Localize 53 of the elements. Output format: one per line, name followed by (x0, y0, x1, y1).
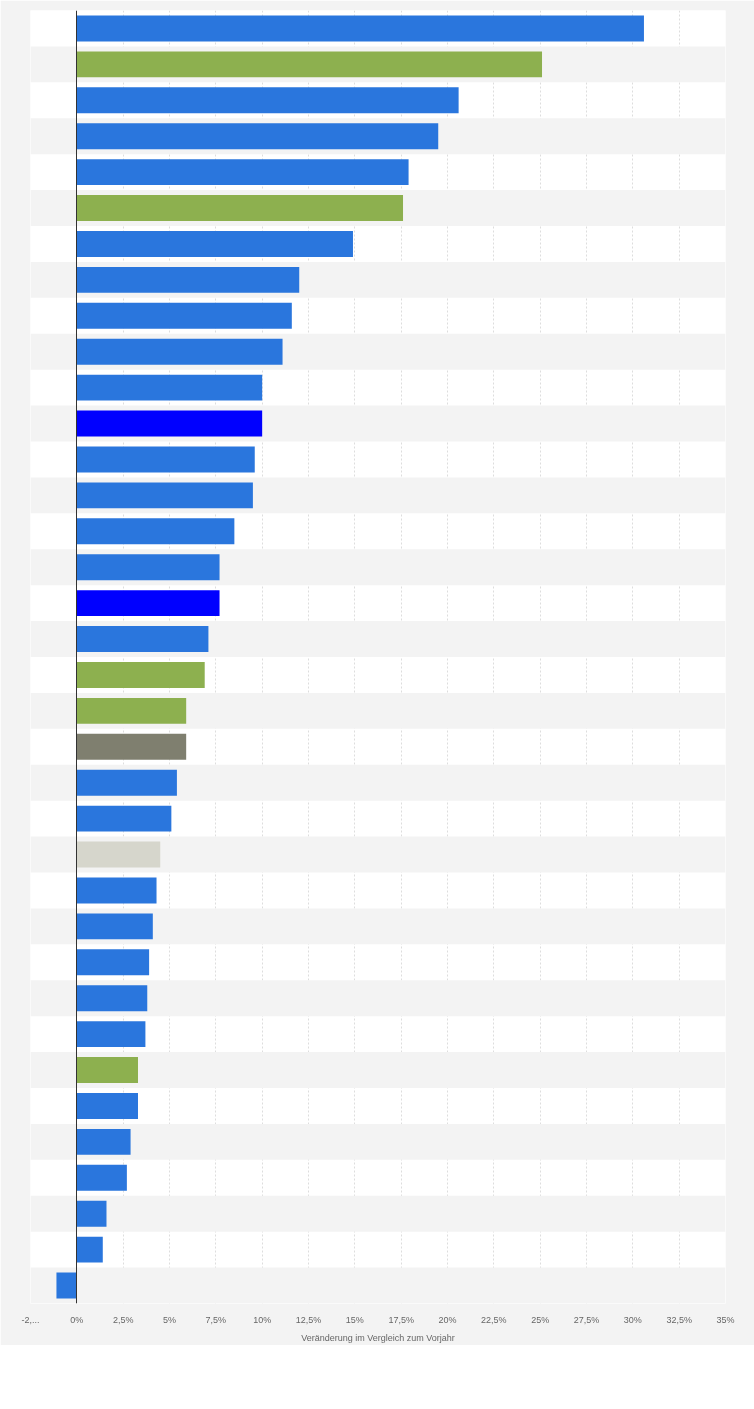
x-tick-label: 0% (70, 1314, 84, 1325)
bar (76, 195, 404, 221)
bar (76, 410, 263, 437)
bar (76, 1021, 146, 1048)
x-tick-label: 7,5% (205, 1314, 227, 1325)
bar (76, 733, 187, 760)
bar (76, 841, 161, 868)
bar (56, 1272, 77, 1299)
bar (76, 1128, 131, 1155)
bar (76, 302, 292, 329)
bar (76, 231, 353, 257)
bar (76, 87, 459, 114)
x-tick-label: 22,5% (481, 1314, 507, 1325)
bar (76, 338, 283, 365)
x-tick-label: 30% (623, 1314, 642, 1325)
x-tick-label: 32,5% (666, 1314, 692, 1325)
x-tick-label: 35% (716, 1314, 735, 1325)
x-tick-label: 27,5% (573, 1314, 600, 1325)
x-axis-title: Veränderung im Vergleich zum Vorjahr (301, 1332, 455, 1343)
bar (76, 123, 439, 150)
bar (76, 518, 235, 545)
bar (76, 1200, 107, 1227)
bar (76, 374, 263, 401)
x-tick-label: 5% (163, 1314, 177, 1325)
bar (76, 769, 177, 796)
bar (76, 913, 153, 940)
bar (76, 1164, 127, 1191)
x-tick-label: -2,... (21, 1314, 40, 1325)
x-tick-label: 2,5% (112, 1314, 134, 1325)
x-tick-label: 17,5% (388, 1314, 414, 1325)
bar (76, 266, 300, 293)
bar (76, 446, 255, 473)
bar (76, 626, 209, 652)
bar (76, 1057, 138, 1083)
bar (76, 51, 543, 78)
x-tick-label: 12,5% (295, 1314, 322, 1325)
x-tick-label: 20% (438, 1314, 457, 1325)
bar (76, 1236, 103, 1263)
bar (76, 482, 253, 509)
bar (76, 697, 187, 724)
bar (76, 1093, 138, 1119)
bar (76, 805, 172, 832)
x-tick-label: 25% (531, 1314, 550, 1325)
bar (76, 985, 148, 1012)
bar (76, 662, 205, 688)
bar (76, 15, 644, 42)
bar (76, 590, 220, 617)
x-tick-label: 15% (345, 1314, 364, 1325)
bar (76, 877, 157, 904)
bar (76, 159, 409, 186)
bar (76, 949, 150, 976)
bar (76, 554, 220, 581)
x-tick-label: 10% (253, 1314, 272, 1325)
